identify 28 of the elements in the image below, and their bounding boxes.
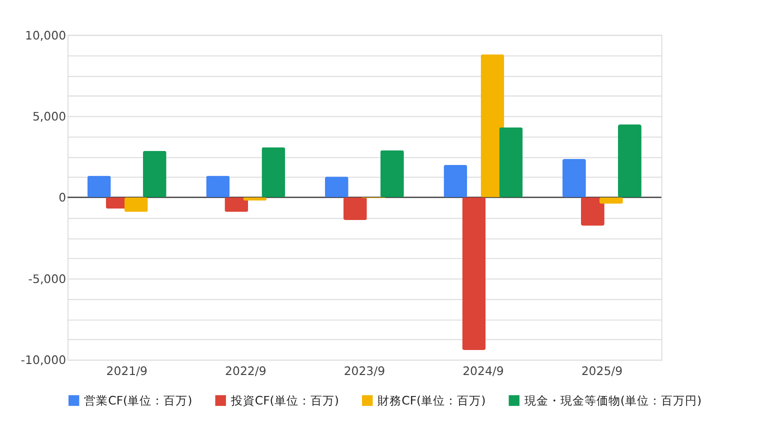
bar	[206, 176, 230, 198]
x-tick-label: 2022/9	[225, 364, 266, 378]
bar	[618, 124, 642, 198]
x-tick-label: 2025/9	[581, 364, 623, 378]
bar	[580, 197, 604, 226]
bar	[444, 164, 468, 198]
bar	[343, 197, 367, 220]
legend-label: 投資CF(単位：百万)	[230, 393, 339, 408]
y-tick-label: 10,000	[25, 28, 66, 42]
bar	[562, 158, 586, 198]
y-tick-label: -5,000	[28, 272, 66, 286]
y-tick-label: -10,000	[20, 353, 66, 368]
bar	[124, 197, 148, 212]
bar	[462, 197, 486, 350]
x-tick-label: 2024/9	[462, 364, 504, 378]
y-tick-label: 5,000	[32, 109, 66, 124]
bar	[87, 176, 111, 198]
legend-label: 現金・現金等価物(単位：百万円)	[524, 393, 702, 408]
bar	[142, 150, 166, 198]
bar	[380, 150, 404, 198]
legend-label: 営業CF(単位：百万)	[84, 393, 192, 408]
bar	[324, 176, 348, 198]
y-tick-label: 0	[58, 190, 66, 205]
bar	[499, 127, 523, 198]
x-tick-label: 2021/9	[106, 364, 148, 378]
bar	[262, 147, 286, 198]
x-tick-label: 2023/9	[344, 364, 386, 378]
legend-label: 財務CF(単位：百万)	[378, 393, 486, 408]
